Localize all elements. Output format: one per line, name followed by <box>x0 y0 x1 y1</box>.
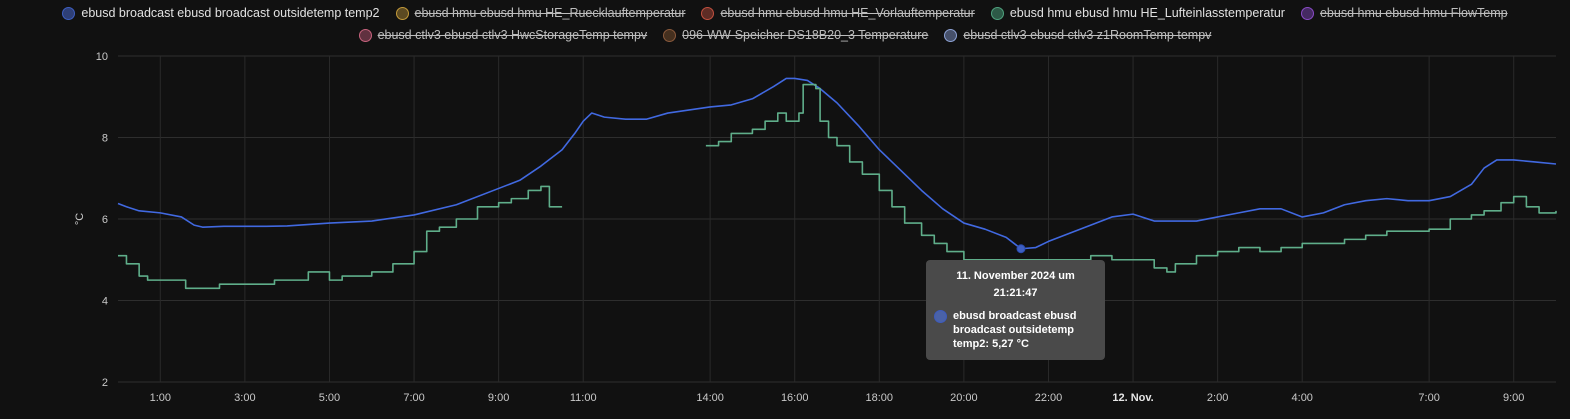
series-line-0 <box>117 77 1557 250</box>
y-tick-label: 6 <box>102 214 108 226</box>
legend-item[interactable]: ebusd hmu ebusd hmu HE_Lufteinlasstemper… <box>990 6 1285 20</box>
x-tick-label: 4:00 <box>1292 392 1313 404</box>
x-tick-label: 11:00 <box>570 392 597 404</box>
legend-label: ebusd hmu ebusd hmu HE_Vorlauftemperatur <box>720 6 975 20</box>
legend-swatch-icon <box>395 6 409 20</box>
legend-swatch-icon <box>358 28 372 42</box>
y-tick-label: 8 <box>102 133 108 145</box>
y-tick-label: 2 <box>102 377 108 389</box>
legend-swatch-icon <box>62 6 76 20</box>
legend-item[interactable]: ebusd broadcast ebusd broadcast outsidet… <box>62 6 380 20</box>
legend-swatch-icon <box>701 6 715 20</box>
x-tick-label: 3:00 <box>234 392 255 404</box>
y-axis-label: °C <box>74 213 86 225</box>
x-tick-label: 14:00 <box>696 392 724 404</box>
x-tick-label: 22:00 <box>1035 392 1063 404</box>
x-tick-label: 18:00 <box>866 392 894 404</box>
chart-tooltip: 11. November 2024 um 21:21:47 ebusd broa… <box>926 260 1105 360</box>
x-tick-label: 1:00 <box>150 392 171 404</box>
legend-row-1: ebusd broadcast ebusd broadcast outsidet… <box>0 6 1570 20</box>
legend-label: ebusd hmu ebusd hmu FlowTemp <box>1319 6 1508 20</box>
legend-label: ebusd ctlv3 ebusd ctlv3 HwcStorageTemp t… <box>377 28 648 42</box>
tooltip-title: 11. November 2024 um 21:21:47 <box>956 270 1075 299</box>
x-tick-label: 12. Nov. <box>1112 392 1153 404</box>
x-tick-label: 20:00 <box>950 392 978 404</box>
tooltip-series-swatch <box>934 310 947 323</box>
legend-swatch-icon <box>1300 6 1314 20</box>
legend-item[interactable]: ebusd hmu ebusd hmu HE_Ruecklauftemperat… <box>395 6 686 20</box>
legend-row-2: ebusd ctlv3 ebusd ctlv3 HwcStorageTemp t… <box>0 28 1570 42</box>
x-tick-label: 7:00 <box>403 392 424 404</box>
series-line-1 <box>118 185 563 290</box>
series-line-1 <box>705 83 1557 273</box>
legend-item[interactable]: ebusd ctlv3 ebusd ctlv3 z1RoomTemp tempv <box>944 28 1211 42</box>
legend-label: ebusd hmu ebusd hmu HE_Ruecklauftemperat… <box>414 6 686 20</box>
x-tick-label: 5:00 <box>319 392 340 404</box>
legend-item[interactable]: 096-WW-Speicher DS18B20_3 Temperature <box>663 28 928 42</box>
legend-item[interactable]: ebusd ctlv3 ebusd ctlv3 HwcStorageTemp t… <box>358 28 648 42</box>
legend-swatch-icon <box>944 28 958 42</box>
legend-swatch-icon <box>663 28 677 42</box>
tooltip-text: ebusd broadcast ebusd broadcast outsidet… <box>953 310 1077 350</box>
x-tick-label: 16:00 <box>781 392 809 404</box>
y-tick-label: 4 <box>102 296 108 308</box>
legend-item[interactable]: ebusd hmu ebusd hmu FlowTemp <box>1300 6 1508 20</box>
legend-label: ebusd ctlv3 ebusd ctlv3 z1RoomTemp tempv <box>963 28 1212 42</box>
x-tick-label: 9:00 <box>1503 392 1524 404</box>
x-tick-label: 2:00 <box>1207 392 1228 404</box>
legend: ebusd broadcast ebusd broadcast outsidet… <box>0 0 1570 48</box>
legend-label: ebusd hmu ebusd hmu HE_Lufteinlasstemper… <box>1009 6 1285 20</box>
legend-label: 096-WW-Speicher DS18B20_3 Temperature <box>682 28 929 42</box>
x-tick-label: 9:00 <box>488 392 509 404</box>
x-tick-label: 7:00 <box>1418 392 1439 404</box>
legend-item[interactable]: ebusd hmu ebusd hmu HE_Vorlauftemperatur <box>701 6 975 20</box>
highlight-point <box>1016 244 1026 254</box>
y-tick-label: 10 <box>96 51 108 63</box>
legend-label: ebusd broadcast ebusd broadcast outsidet… <box>81 6 380 20</box>
legend-swatch-icon <box>990 6 1004 20</box>
